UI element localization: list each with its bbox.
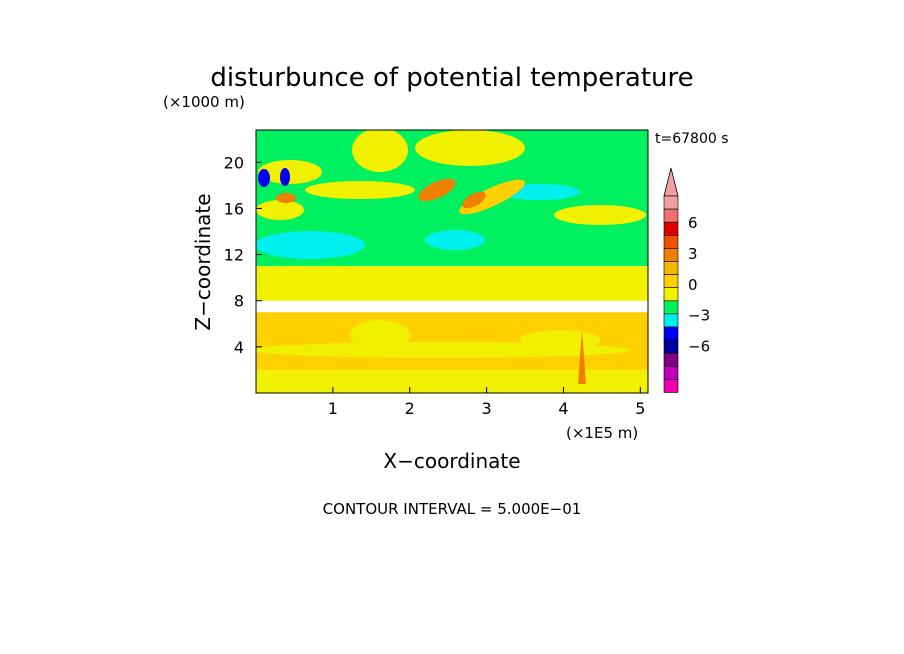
field-feature bbox=[305, 181, 415, 199]
field-feature bbox=[256, 231, 365, 259]
y-tick-label: 4 bbox=[234, 338, 244, 357]
time-label: t=67800 s bbox=[655, 131, 729, 147]
field-feature bbox=[258, 169, 270, 187]
colorbar: 6 3 0 −3 −6 bbox=[663, 167, 710, 393]
field-feature bbox=[352, 130, 408, 172]
x-ticks: 1 2 3 4 5 bbox=[328, 387, 645, 418]
field-feature bbox=[280, 168, 290, 186]
colorbar-swatch bbox=[663, 287, 679, 302]
x-axis-label: X−coordinate bbox=[383, 449, 520, 473]
field-region bbox=[256, 266, 648, 301]
colorbar-label: 6 bbox=[688, 214, 698, 232]
colorbar-swatch bbox=[663, 248, 679, 262]
y-axis-label: Z−coordinate bbox=[191, 193, 215, 330]
colorbar-label: 3 bbox=[688, 245, 698, 263]
colorbar-swatch bbox=[663, 221, 679, 236]
colorbar-swatch bbox=[663, 339, 679, 354]
field-feature bbox=[578, 330, 586, 384]
x-tick-label: 3 bbox=[481, 399, 491, 418]
plot-frame bbox=[255, 129, 649, 394]
x-scale-label: (×1E5 m) bbox=[566, 424, 638, 442]
colorbar-swatch bbox=[663, 208, 679, 223]
x-tick-label: 1 bbox=[328, 399, 338, 418]
chart-title: disturbunce of potential temperature bbox=[210, 63, 693, 93]
colorbar-swatch bbox=[663, 365, 679, 380]
colorbar-swatch bbox=[663, 300, 679, 315]
z-scale-label: (×1000 m) bbox=[163, 93, 245, 111]
colorbar-swatch bbox=[663, 261, 679, 275]
x-tick-label: 5 bbox=[635, 399, 645, 418]
x-tick-label: 4 bbox=[558, 399, 568, 418]
x-tick-label: 2 bbox=[405, 399, 415, 418]
contour-interval-footer: CONTOUR INTERVAL = 5.000E−01 bbox=[323, 500, 582, 518]
field-feature bbox=[276, 193, 296, 203]
field-feature bbox=[350, 320, 410, 350]
colorbar-swatch bbox=[663, 235, 679, 249]
y-tick-label: 20 bbox=[224, 153, 244, 172]
field-feature bbox=[415, 130, 525, 166]
field-feature bbox=[425, 230, 485, 250]
colorbar-swatch bbox=[663, 195, 679, 210]
colorbar-label: 0 bbox=[688, 276, 698, 294]
field-feature bbox=[418, 178, 456, 202]
y-tick-label: 12 bbox=[224, 246, 244, 265]
colorbar-arrow bbox=[663, 167, 679, 197]
colorbar-swatch bbox=[663, 352, 679, 367]
field-feature bbox=[520, 330, 600, 350]
field-feature bbox=[462, 191, 486, 209]
colorbar-label: −6 bbox=[688, 337, 710, 355]
colorbar-swatch bbox=[663, 379, 679, 393]
field-feature bbox=[554, 205, 646, 225]
y-tick-label: 16 bbox=[224, 199, 244, 218]
field-region bbox=[256, 369, 648, 393]
colorbar-swatch bbox=[663, 313, 679, 328]
field-feature bbox=[258, 160, 322, 184]
field-feature bbox=[256, 200, 304, 220]
y-ticks: 4 8 12 16 20 bbox=[224, 153, 262, 357]
colorbar-swatch bbox=[663, 326, 679, 341]
colorbar-label: −3 bbox=[688, 307, 710, 325]
heatmap-field bbox=[256, 130, 648, 393]
colorbar-swatch bbox=[663, 274, 679, 289]
y-tick-label: 8 bbox=[234, 292, 244, 311]
